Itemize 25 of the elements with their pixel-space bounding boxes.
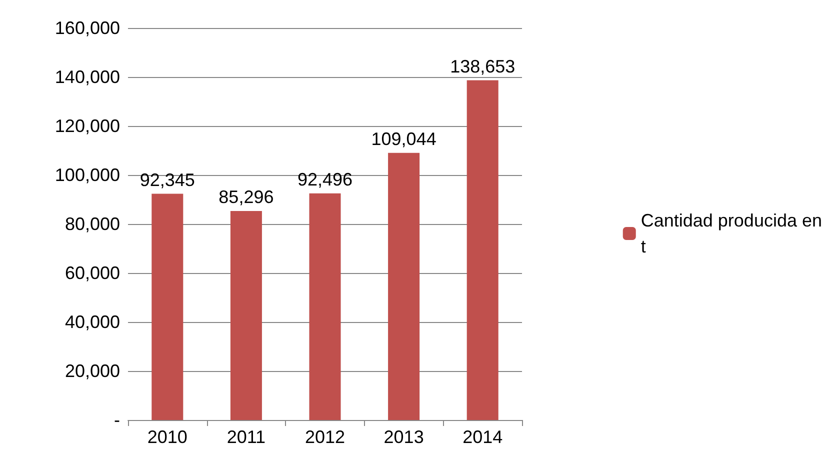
x-tick-label: 2012 (304, 427, 346, 447)
bar (152, 194, 184, 420)
x-tick-label: 2011 (226, 427, 266, 447)
bar (388, 152, 420, 420)
data-label: 92,496 (297, 169, 353, 190)
y-tick-label: 60,000 (64, 263, 120, 283)
bar (466, 80, 498, 420)
y-tick-label: 100,000 (54, 165, 120, 185)
bar (309, 193, 341, 420)
data-label: 109,044 (371, 128, 436, 149)
x-tick-label: 2010 (147, 427, 188, 447)
bar (230, 211, 262, 420)
x-tick-label: 2013 (384, 427, 424, 447)
legend-label: Cantidad producida en t (640, 210, 822, 256)
y-tick-label: 140,000 (54, 67, 120, 87)
x-tick-label: 2014 (462, 427, 503, 447)
data-label: 138,653 (450, 56, 516, 76)
y-tick-label: 120,000 (54, 116, 120, 136)
y-tick-label: - (114, 410, 120, 430)
y-tick-label: 20,000 (64, 361, 120, 381)
data-label: 92,345 (140, 170, 195, 190)
data-label: 85,296 (218, 187, 274, 208)
y-tick-label: 80,000 (64, 214, 120, 234)
y-tick-label: 160,000 (54, 18, 120, 38)
y-tick-label: 40,000 (64, 312, 120, 332)
